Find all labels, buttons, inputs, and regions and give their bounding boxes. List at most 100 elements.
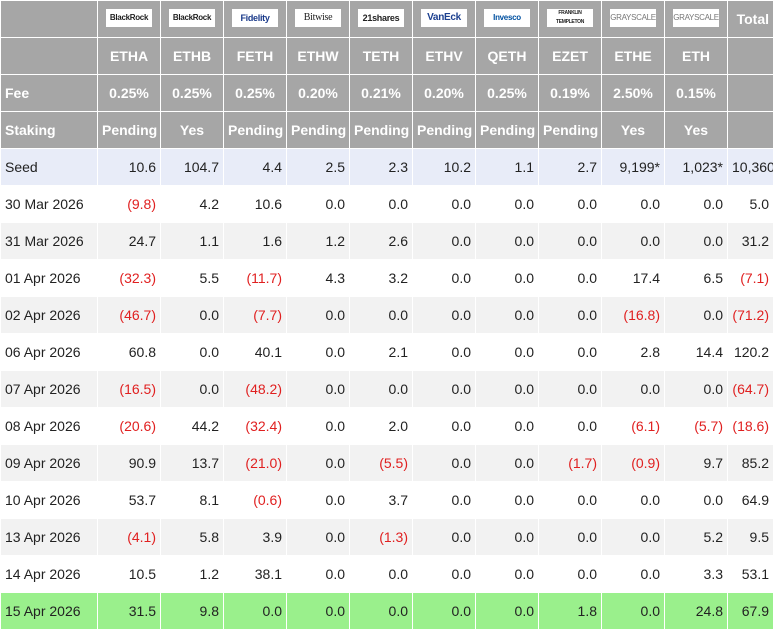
corner-cell [0,37,98,75]
row-label: 09 Apr 2026 [0,444,98,482]
flow-cell: 1.2 [286,222,350,260]
flow-cell: 0.0 [538,481,602,519]
flow-cell: 0.0 [601,518,665,556]
fee: 2.50% [601,74,665,112]
flow-cell: 0.0 [475,592,539,630]
row-label: 15 Apr 2026 [0,592,98,630]
flow-cell: 3.9 [223,518,287,556]
flow-cell: 0.0 [412,407,476,445]
flow-cell: 0.0 [412,481,476,519]
flow-cell: (11.7) [223,259,287,297]
flow-cell: 0.0 [664,185,728,223]
staking-status: Pending [538,111,602,149]
flow-cell: 3.2 [349,259,413,297]
issuer-logo: Bitwise [295,8,341,27]
data-row: 14 Apr 2026 10.5 1.2 38.1 0.0 0.0 0.0 0.0 0.0 0.0… [0,555,773,593]
flow-cell: 2.1 [349,333,413,371]
issuer-logo: Fidelity [232,8,278,27]
total-cell: 10,360 [727,148,773,186]
logo-cell: Invesco [475,0,539,38]
total-cell: (18.6) [727,407,773,445]
logo-cell: Fidelity [223,0,287,38]
flow-cell: (32.3) [97,259,161,297]
flow-cell: 1.1 [160,222,224,260]
flow-cell: (46.7) [97,296,161,334]
flow-cell: 24.7 [97,222,161,260]
flow-cell: 4.4 [223,148,287,186]
ticker: FETH [223,37,287,75]
flow-cell: (9.8) [97,185,161,223]
issuer-logo: GRAYSCALE [673,8,719,27]
fee: 0.15% [664,74,728,112]
flow-cell: (16.8) [601,296,665,334]
issuer-logo: BlackRock [169,8,215,27]
flow-cell: 9,199* [601,148,665,186]
flow-cell: 2.8 [601,333,665,371]
flow-cell: (5.5) [349,444,413,482]
flow-cell: 5.5 [160,259,224,297]
row-label: 10 Apr 2026 [0,481,98,519]
flow-cell: 6.5 [664,259,728,297]
total-cell: 67.9 [727,592,773,630]
flow-cell: 10.5 [97,555,161,593]
staking-status: Yes [601,111,665,149]
flow-cell: 5.2 [664,518,728,556]
flow-cell: (0.6) [223,481,287,519]
logo-cell: VanEck [412,0,476,38]
data-row: 15 Apr 2026 31.5 9.8 0.0 0.0 0.0 0.0 0.0 1.8 0.0 2… [0,592,773,630]
ticker: ETHE [601,37,665,75]
flow-cell: 0.0 [538,296,602,334]
staking-status: Pending [97,111,161,149]
data-row: 10 Apr 2026 53.7 8.1 (0.6) 0.0 3.7 0.0 0.0 0.0 0.… [0,481,773,519]
flow-cell: 0.0 [349,592,413,630]
total-cell: 64.9 [727,481,773,519]
flow-cell: 0.0 [664,296,728,334]
flow-cell: 0.0 [412,555,476,593]
flow-cell: (32.4) [223,407,287,445]
total-header: Total [727,0,773,38]
flow-cell: 0.0 [475,222,539,260]
data-row: 06 Apr 2026 60.8 0.0 40.1 0.0 2.1 0.0 0.0 0.0 2.8… [0,333,773,371]
data-row: Seed 10.6 104.7 4.4 2.5 2.3 10.2 1.1 2.7 9,199* 1,… [0,148,773,186]
flow-cell: 0.0 [475,407,539,445]
row-label: Fee [0,74,98,112]
flow-cell: (7.7) [223,296,287,334]
fee: 0.20% [412,74,476,112]
flow-cell: 0.0 [160,370,224,408]
flow-cell: 0.0 [412,592,476,630]
flow-cell: 4.2 [160,185,224,223]
fee: 0.25% [97,74,161,112]
flow-cell: 40.1 [223,333,287,371]
flow-cell: 0.0 [475,444,539,482]
flow-cell: 0.0 [538,555,602,593]
logo-cell: 21shares [349,0,413,38]
issuer-logo: 21shares [358,8,404,27]
flow-cell: 0.0 [412,296,476,334]
fee: 0.20% [286,74,350,112]
total-cell: 9.5 [727,518,773,556]
flow-cell: 1.2 [160,555,224,593]
staking-status: Yes [664,111,728,149]
flow-cell: 0.0 [601,555,665,593]
ticker: ETHV [412,37,476,75]
issuer-logo: Invesco [484,8,530,27]
total-cell: (7.1) [727,259,773,297]
flow-cell: 53.7 [97,481,161,519]
fee: 0.21% [349,74,413,112]
fee: 0.25% [475,74,539,112]
staking-status: Yes [160,111,224,149]
staking-status: Pending [349,111,413,149]
flow-cell: 60.8 [97,333,161,371]
flow-cell: 10.6 [97,148,161,186]
flow-cell: 0.0 [601,481,665,519]
row-label: Seed [0,148,98,186]
row-label: 01 Apr 2026 [0,259,98,297]
flow-cell: 2.0 [349,407,413,445]
flow-cell: 2.5 [286,148,350,186]
data-row: 31 Mar 2026 24.7 1.1 1.6 1.2 2.6 0.0 0.0 0.0 0.0 0… [0,222,773,260]
flow-cell: 0.0 [601,370,665,408]
data-row: 09 Apr 2026 90.9 13.7 (21.0) 0.0 (5.5) 0.0 0.0(… [0,444,773,482]
flow-cell: 0.0 [286,407,350,445]
